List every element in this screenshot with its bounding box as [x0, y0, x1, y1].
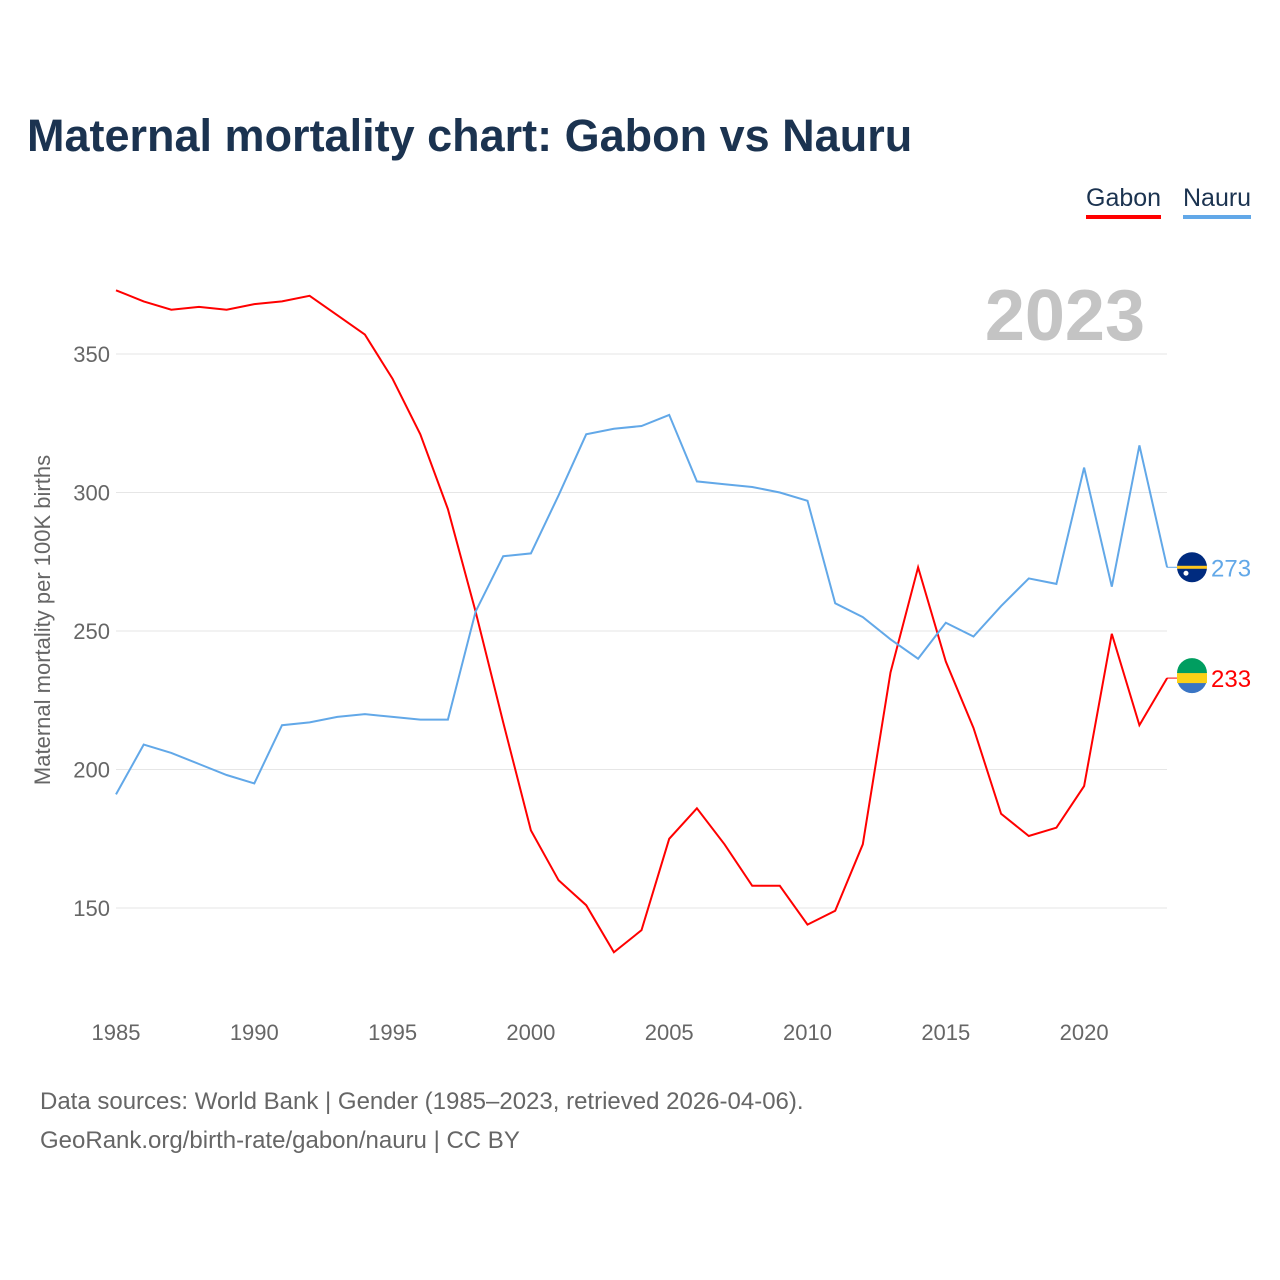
source-url: GeoRank.org/birth-rate/gabon/nauru | CC …	[40, 1127, 520, 1154]
y-tick-label: 200	[73, 758, 110, 783]
chart-title: Maternal mortality chart: Gabon vs Nauru	[27, 110, 913, 161]
x-tick-label: 2010	[783, 1020, 832, 1045]
y-tick-label: 300	[73, 481, 110, 506]
flag-stripe	[1177, 565, 1207, 569]
y-axis-label: Maternal mortality per 100K births	[30, 455, 55, 785]
flag-stripe	[1177, 673, 1207, 684]
end-value-label: 273	[1211, 555, 1251, 582]
x-tick-label: 1990	[230, 1020, 279, 1045]
x-tick-label: 2020	[1060, 1020, 1109, 1045]
x-tick-label: 2015	[921, 1020, 970, 1045]
y-tick-label: 350	[73, 342, 110, 367]
legend-gabon[interactable]: Gabon	[1086, 184, 1162, 219]
flag-star	[1183, 570, 1189, 576]
x-tick-label: 2000	[506, 1020, 555, 1045]
year-watermark: 2023	[985, 276, 1145, 356]
end-value-label: 233	[1211, 666, 1251, 693]
x-tick-label: 1995	[368, 1020, 417, 1045]
series-line-nauru	[115, 413, 1169, 795]
legend-nauru[interactable]: Nauru	[1183, 184, 1252, 219]
series-line-gabon	[115, 289, 1168, 954]
x-tick-label: 2005	[645, 1020, 694, 1045]
y-tick-label: 250	[73, 619, 110, 644]
x-tick-label: 1985	[92, 1020, 141, 1045]
flag-stripe	[1177, 658, 1207, 674]
source-text: Data sources: World Bank | Gender (1985–…	[40, 1088, 804, 1115]
y-tick-label: 150	[73, 896, 110, 921]
